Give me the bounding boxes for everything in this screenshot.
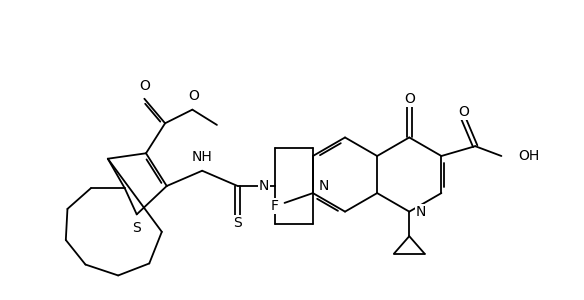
Text: S: S <box>233 216 242 230</box>
Text: O: O <box>139 79 150 93</box>
Text: S: S <box>133 221 141 235</box>
Text: OH: OH <box>518 149 539 163</box>
Text: O: O <box>404 92 415 106</box>
Text: O: O <box>188 89 199 103</box>
Text: NH: NH <box>192 150 213 164</box>
Text: N: N <box>318 179 329 193</box>
Text: N: N <box>416 205 426 219</box>
Text: O: O <box>458 105 468 119</box>
Text: F: F <box>271 199 279 213</box>
Text: N: N <box>259 179 269 193</box>
